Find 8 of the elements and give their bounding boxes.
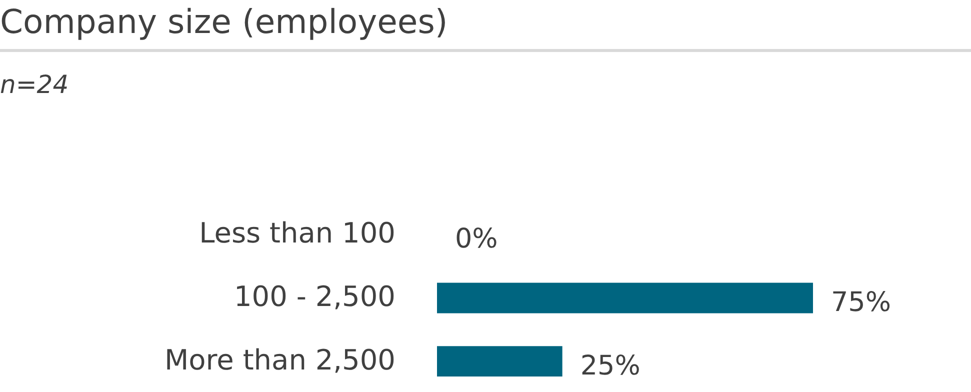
- data-label: 75%: [831, 287, 892, 318]
- data-label: 0%: [455, 224, 498, 255]
- chart-title: Company size (employees): [0, 2, 448, 41]
- y-tick-label: More than 2,500: [164, 343, 396, 376]
- text: n=24: [0, 70, 69, 99]
- data-label: 25%: [580, 350, 640, 382]
- y-tick-label: Less than 100: [199, 216, 396, 250]
- y-tick-label: 100 - 2,500: [234, 280, 396, 313]
